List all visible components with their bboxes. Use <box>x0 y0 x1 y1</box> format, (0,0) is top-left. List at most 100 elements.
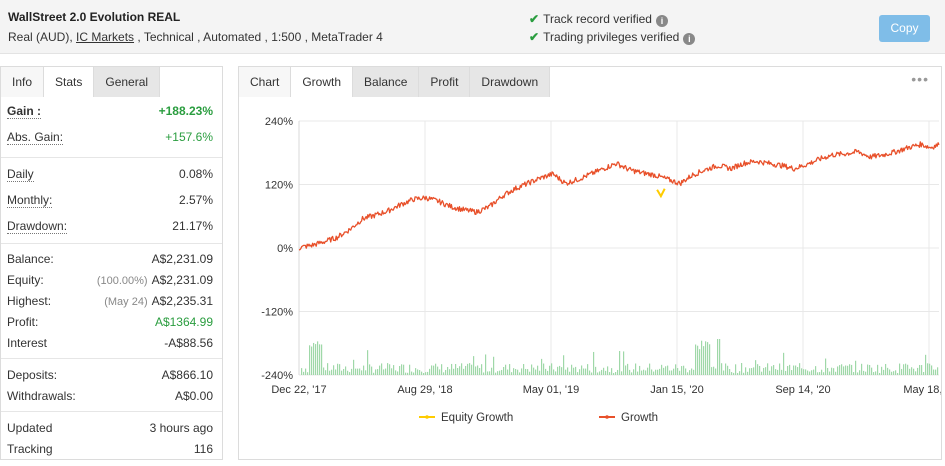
volume-bar <box>925 354 927 375</box>
stat-label[interactable]: Drawdown: <box>7 219 68 234</box>
volume-bar <box>841 364 843 375</box>
tab-growth[interactable]: Growth <box>291 67 354 97</box>
info-icon[interactable]: i <box>683 33 696 45</box>
stat-label[interactable]: Abs. Gain: <box>7 130 64 145</box>
account-header: WallStreet 2.0 Evolution REAL Real (AUD)… <box>0 0 945 54</box>
volume-bar <box>361 370 363 375</box>
volume-bar <box>771 366 773 375</box>
volume-bar <box>561 367 563 375</box>
volume-bar <box>433 365 435 375</box>
volume-bar <box>503 367 505 375</box>
stat-label[interactable]: Monthly: <box>7 193 53 208</box>
account-info: Real (AUD), IC Markets , Technical , Aut… <box>8 30 383 44</box>
volume-bar <box>471 364 473 375</box>
volume-bar <box>747 371 749 375</box>
y-tick-label: 120% <box>265 180 293 192</box>
volume-bar <box>805 369 807 375</box>
stat-value: -A$88.56 <box>164 336 213 350</box>
volume-bar <box>385 368 387 375</box>
volume-bar <box>453 368 455 375</box>
volume-bar <box>723 370 725 375</box>
stat-label[interactable]: Daily <box>7 167 34 182</box>
tab-chart[interactable]: Chart <box>239 67 292 97</box>
volume-bar <box>533 367 535 375</box>
volume-bar <box>881 366 883 375</box>
stats-panel: Info Stats General Gain : +188.23% Abs. … <box>0 66 223 460</box>
volume-bar <box>513 368 515 375</box>
info-icon[interactable]: i <box>655 15 668 27</box>
volume-bar <box>681 366 683 375</box>
volume-bar <box>801 368 803 375</box>
volume-bar <box>685 368 687 375</box>
volume-bar <box>923 372 925 375</box>
volume-bar <box>465 365 467 375</box>
volume-bar <box>409 364 411 375</box>
volume-bar <box>505 364 507 375</box>
stat-value: 21.17% <box>172 219 213 233</box>
volume-bar <box>709 344 711 375</box>
volume-bar <box>573 367 575 375</box>
x-tick-label: May 18, ... <box>903 384 941 396</box>
volume-bar <box>829 371 831 375</box>
stat-drawdown: Drawdown: 21.17% <box>7 219 213 237</box>
volume-bar <box>559 365 561 375</box>
volume-bar <box>489 371 491 375</box>
volume-bar <box>713 366 715 375</box>
volume-bar <box>609 372 611 375</box>
volume-bar <box>303 371 305 375</box>
volume-bar <box>375 369 377 375</box>
volume-bar <box>377 369 379 375</box>
y-axis-ticks: 240% 120% 0% -120% -240% <box>261 116 293 382</box>
volume-bar <box>911 367 913 375</box>
account-type: Real (AUD), <box>8 30 77 44</box>
volume-bar <box>691 368 693 375</box>
volume-bar <box>637 371 639 375</box>
broker-link[interactable]: IC Markets <box>76 30 135 44</box>
volume-bar <box>761 371 763 375</box>
volume-bar <box>553 369 555 375</box>
tab-general[interactable]: General <box>94 67 161 97</box>
volume-bar <box>575 366 577 375</box>
volume-bar <box>733 372 735 375</box>
tab-profit[interactable]: Profit <box>419 67 471 97</box>
volume-bar <box>779 363 781 375</box>
volume-bar <box>479 367 481 375</box>
volume-bar <box>725 363 727 375</box>
stat-label[interactable]: Gain : <box>7 104 42 119</box>
volume-bar <box>889 369 891 375</box>
tab-balance[interactable]: Balance <box>353 67 420 97</box>
volume-bar <box>431 365 433 375</box>
volume-bar <box>577 372 579 375</box>
volume-bar <box>331 369 333 375</box>
stat-deposits: Deposits: A$866.10 <box>7 368 213 386</box>
volume-bar <box>541 358 543 375</box>
volume-bar <box>455 364 457 375</box>
volume-bar <box>443 372 445 375</box>
volume-bar <box>527 369 529 375</box>
volume-bar <box>655 369 657 375</box>
more-dots-icon[interactable]: ••• <box>911 71 929 87</box>
volume-bar <box>639 365 641 375</box>
volume-bar <box>621 371 623 375</box>
chart-grid <box>298 120 939 376</box>
volume-bar <box>665 366 667 375</box>
tab-drawdown[interactable]: Drawdown <box>470 67 551 97</box>
tab-stats[interactable]: Stats <box>44 67 95 97</box>
volume-bar <box>833 368 835 375</box>
volume-bar <box>501 369 503 375</box>
stat-label: Balance: <box>7 252 54 266</box>
legend-marker-equity <box>425 415 429 419</box>
volume-bar <box>811 370 813 375</box>
copy-button[interactable]: Copy <box>879 15 930 42</box>
volume-bar <box>387 363 389 375</box>
volume-bar <box>347 370 349 375</box>
divider <box>1 411 222 412</box>
volume-bar <box>419 370 421 375</box>
tab-info[interactable]: Info <box>1 67 45 97</box>
volume-bar <box>449 369 451 375</box>
divider <box>1 358 222 359</box>
volume-bar <box>853 372 855 375</box>
volume-bar <box>789 364 791 375</box>
stat-daily: Daily 0.08% <box>7 167 213 185</box>
volume-bars <box>301 339 939 375</box>
